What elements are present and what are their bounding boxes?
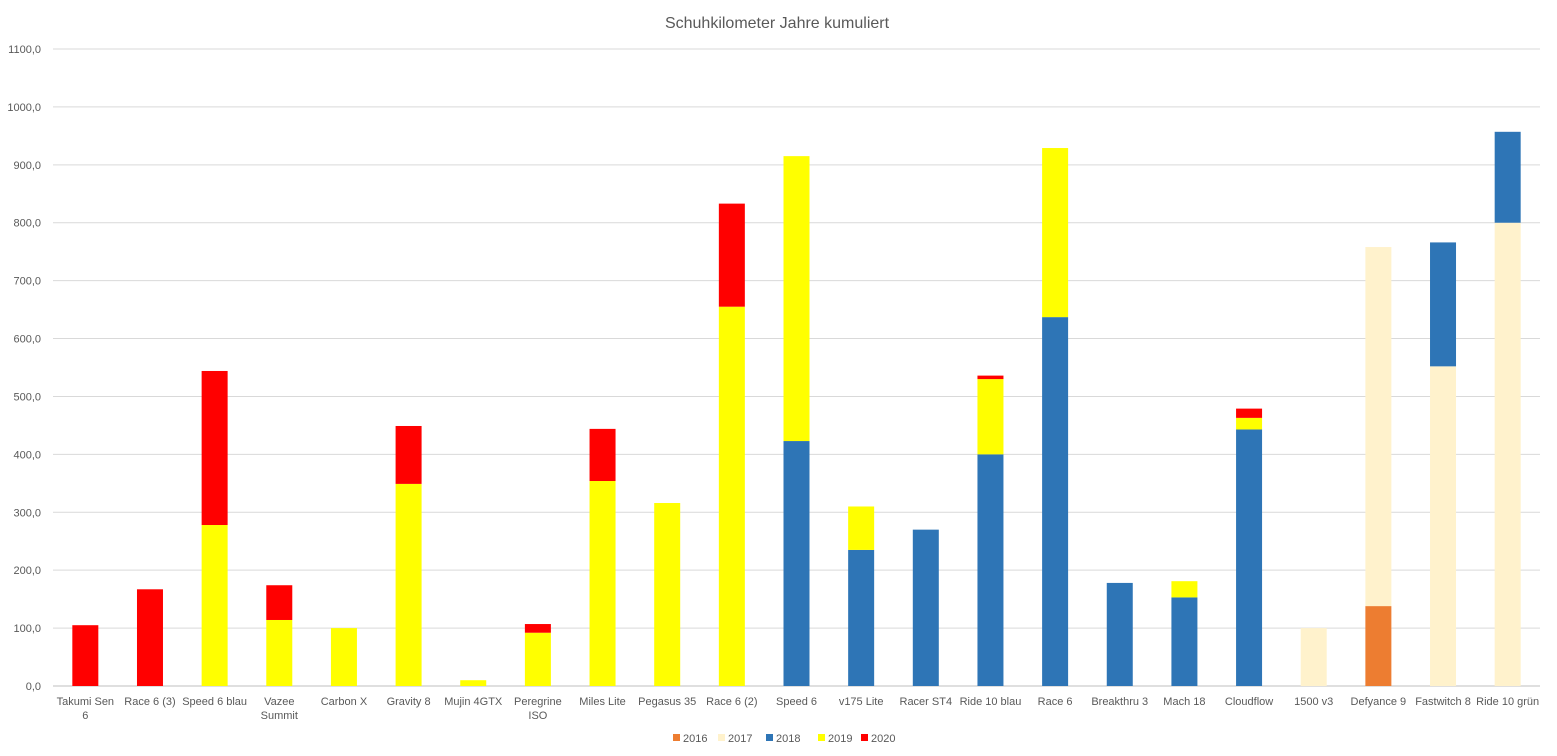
bar-segment <box>395 483 422 686</box>
bar-segment <box>1430 242 1457 367</box>
bar-segment <box>977 375 1004 380</box>
legend-label: 2017 <box>728 733 752 745</box>
x-tick-label: Vazee Summit <box>261 696 298 722</box>
x-tick-label: Speed 6 <box>776 696 817 708</box>
x-tick-label: v175 Lite <box>839 696 884 708</box>
y-tick-label: 1100,0 <box>8 44 41 56</box>
bar-segment <box>1236 408 1263 418</box>
bar-segment <box>266 619 293 686</box>
bar-segment <box>1042 317 1069 686</box>
legend-label: 2016 <box>683 733 707 745</box>
legend-swatch <box>766 734 773 741</box>
bar-segment <box>201 370 228 526</box>
legend-label: 2019 <box>828 733 852 745</box>
bar-segment <box>1430 366 1457 686</box>
legend-label: 2018 <box>776 733 800 745</box>
x-tick-label: Ride 10 grün <box>1476 696 1539 708</box>
x-tick-label: Mach 18 <box>1163 696 1205 708</box>
bar-segment <box>783 441 810 686</box>
bar-segment <box>460 680 487 686</box>
bar-segment <box>589 481 616 686</box>
legend: 2016 2017 2018 2019 2020 <box>673 733 895 745</box>
legend-swatch <box>818 734 825 741</box>
x-tick-label: Defyance 9 <box>1351 696 1407 708</box>
x-tick-label: Race 6 (3) <box>124 696 175 708</box>
x-tick-label: Fastwitch 8 <box>1415 696 1471 708</box>
y-tick-label: 500,0 <box>13 391 41 403</box>
x-tick-label: Peregrine ISO <box>514 696 562 722</box>
x-tick-label: Cloudflow <box>1225 696 1273 708</box>
x-tick-label: Speed 6 blau <box>182 696 247 708</box>
x-tick-label: Takumi Sen 6 <box>57 696 114 722</box>
chart-title: Schuhkilometer Jahre kumuliert <box>665 15 890 32</box>
legend-swatch <box>718 734 725 741</box>
x-tick-label: Race 6 (2) <box>706 696 757 708</box>
bar-segment <box>524 632 551 686</box>
bar-segment <box>977 454 1004 686</box>
bar-segment <box>524 624 551 633</box>
y-tick-label: 200,0 <box>13 565 41 577</box>
bar-segment <box>266 585 293 620</box>
bar-segment <box>1494 131 1521 223</box>
x-tick-label: Breakthru 3 <box>1091 696 1148 708</box>
bar-segment <box>1171 597 1198 686</box>
y-tick-label: 100,0 <box>13 623 41 635</box>
x-tick-label: Miles Lite <box>579 696 625 708</box>
bar-segment <box>1106 582 1133 686</box>
x-axis-category-labels: Takumi Sen 6 Race 6 (3) Speed 6 blau Vazee Su… <box>57 696 1540 722</box>
x-tick-label: Mujin 4GTX <box>444 696 503 708</box>
bar-segment <box>1171 581 1198 598</box>
legend-swatch <box>673 734 680 741</box>
bar-segment <box>912 529 939 686</box>
bar-segment <box>654 503 681 686</box>
bar-segment <box>1236 417 1263 430</box>
bar-segment <box>848 549 875 686</box>
y-tick-label: 600,0 <box>13 334 41 346</box>
bar-segment <box>848 506 875 550</box>
y-tick-label: 1000,0 <box>7 102 41 114</box>
bar-segment <box>1042 148 1069 318</box>
bar-segment <box>1236 429 1263 686</box>
x-tick-label: Gravity 8 <box>387 696 431 708</box>
bar-segment <box>136 589 163 686</box>
bar-segment <box>1300 628 1327 686</box>
x-tick-label: Carbon X <box>321 696 368 708</box>
y-tick-label: 700,0 <box>13 276 41 288</box>
bar-segment <box>1494 222 1521 686</box>
x-tick-label: Pegasus 35 <box>638 696 696 708</box>
bar-segment <box>1365 247 1392 607</box>
bar-segment <box>330 628 357 686</box>
y-tick-label: 400,0 <box>13 449 41 461</box>
y-tick-label: 300,0 <box>13 507 41 519</box>
bar-segment <box>589 428 616 482</box>
bar-segment <box>977 379 1004 455</box>
bar-segment <box>718 306 745 686</box>
x-tick-label: Race 6 <box>1038 696 1073 708</box>
x-tick-label: Racer ST4 <box>900 696 953 708</box>
legend-swatch <box>861 734 868 741</box>
y-axis-tick-labels: 0,0 100,0 200,0 300,0 400,0 500,0 600,0 700,0 80… <box>7 44 41 693</box>
bars <box>72 131 1521 686</box>
bar-segment <box>718 203 745 307</box>
y-tick-label: 900,0 <box>13 160 41 172</box>
x-tick-label: 1500 v3 <box>1294 696 1333 708</box>
bar-segment <box>201 525 228 686</box>
x-tick-label: Ride 10 blau <box>960 696 1022 708</box>
y-tick-label: 800,0 <box>13 218 41 230</box>
legend-label: 2020 <box>871 733 895 745</box>
y-tick-label: 0,0 <box>26 681 41 693</box>
bar-segment <box>783 156 810 442</box>
bar-segment <box>72 625 99 686</box>
bar-segment <box>1365 606 1392 686</box>
bar-segment <box>395 425 422 484</box>
